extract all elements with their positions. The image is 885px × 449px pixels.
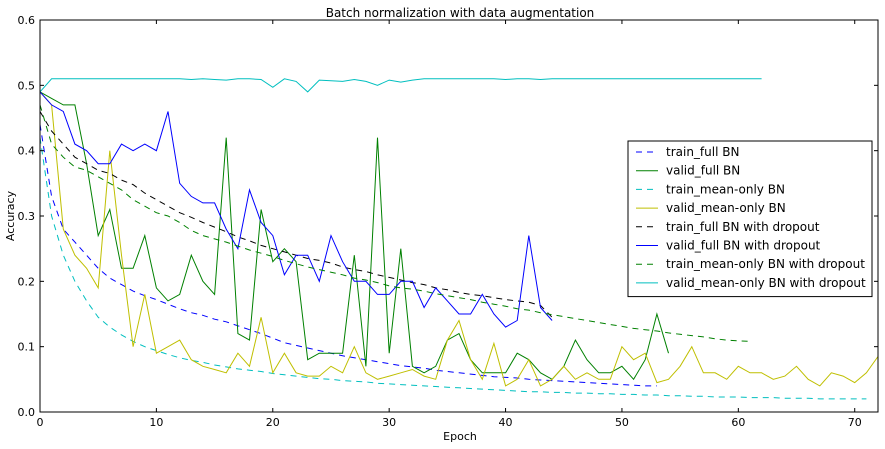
legend: train_full BN valid_full BN train_mean-onl… [627,140,873,298]
series-line [39,91,669,381]
y-tick-label: 0.2 [18,275,36,288]
x-tick-label: 40 [499,416,513,429]
series-line [39,91,553,328]
legend-entry-label: train_full BN [666,145,739,159]
x-tick-label: 0 [37,416,44,429]
y-tick-label: 0.4 [18,145,36,158]
series-line [39,91,879,387]
y-tick-label: 0.3 [18,210,36,223]
series-line [39,124,657,387]
legend-entry-label: train_mean-only BN [666,182,785,196]
x-axis-label: Epoch [443,430,477,443]
x-tick-label: 10 [149,416,163,429]
legend-entry-label: valid_mean-only BN with dropout [666,276,866,290]
y-tick-label: 0.0 [18,406,36,419]
legend-entry-label: valid_full BN with dropout [666,239,821,253]
x-tick-label: 60 [731,416,745,429]
series-line [39,78,762,93]
legend-box [627,140,873,298]
series-line [39,104,751,342]
legend-entry-label: train_mean-only BN with dropout [666,257,865,271]
plot-series-group [39,78,879,400]
legend-entry-label: valid_mean-only BN [666,201,786,215]
x-tick-label: 20 [266,416,280,429]
y-tick-label: 0.1 [18,341,36,354]
legend-entry-label: valid_full BN [666,164,740,178]
plot-frame [39,19,879,413]
x-tick-label: 50 [615,416,629,429]
axis-ticks-group: 0 10 20 30 40 50 60 70 0.0 0.1 0.2 0.3 0.4 0.5 0.6 [18,14,878,429]
y-tick-label: 0.6 [18,14,36,27]
x-tick-label: 30 [382,416,396,429]
chart-title: Batch normalization with data augmentati… [326,6,595,20]
y-tick-label: 0.5 [18,79,36,92]
y-axis-label: Accuracy [4,190,17,241]
x-tick-label: 70 [848,416,862,429]
legend-entry-label: train_full BN with dropout [666,220,820,234]
